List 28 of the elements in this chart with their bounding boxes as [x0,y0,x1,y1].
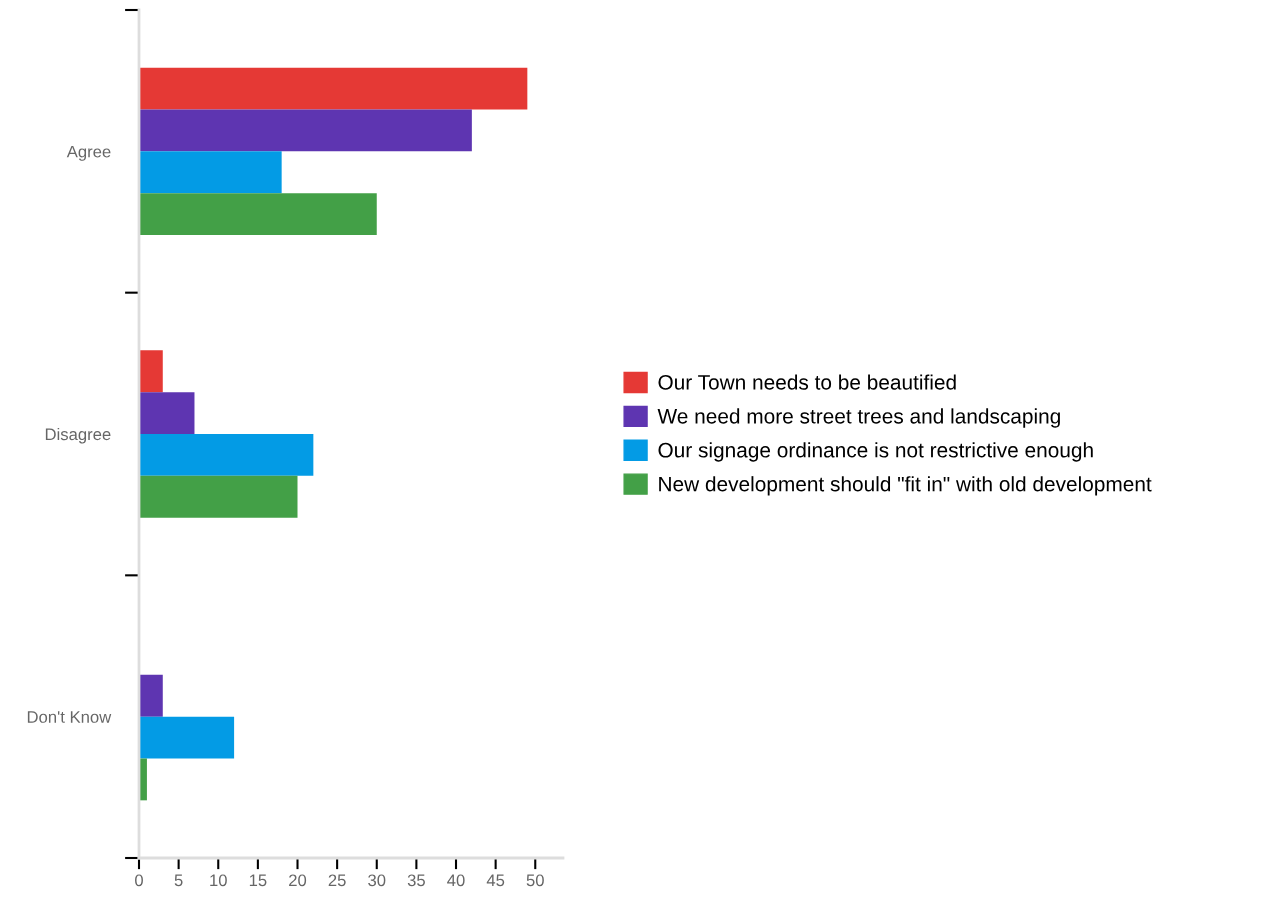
x-tick-label: 45 [486,874,505,887]
bar [139,475,298,518]
bar [139,109,472,152]
x-tick-label: 30 [368,874,386,887]
y-tick-label: Disagree [45,427,111,444]
x-tick-label: 35 [407,874,425,887]
y-tick-label: Don't Know [27,711,112,723]
bar [139,674,163,717]
bar [139,193,377,235]
x-tick-label: 25 [328,874,346,887]
x-tick-label: 15 [249,874,267,887]
bar [139,716,235,759]
x-tick-label: 40 [447,874,465,887]
bar [139,67,528,110]
bar [139,434,314,476]
legend-label: New development should "fit in" with old development [659,476,1152,496]
x-tick-label: 50 [526,874,544,887]
bar [139,350,163,393]
legend-label: Our Town needs to be beautified [658,374,956,390]
x-tick-label: 5 [174,874,183,887]
x-tick-label: 10 [210,874,227,887]
x-tick-label: 20 [289,874,307,887]
legend-label: We need more street trees and landscaping [657,408,1060,428]
legend-label: Our signage ordinance is not restrictive enough [658,442,1093,462]
bar [139,392,195,434]
bar [139,151,282,194]
x-tick-label: 0 [135,874,143,887]
y-tick-label: Agree [66,145,111,161]
